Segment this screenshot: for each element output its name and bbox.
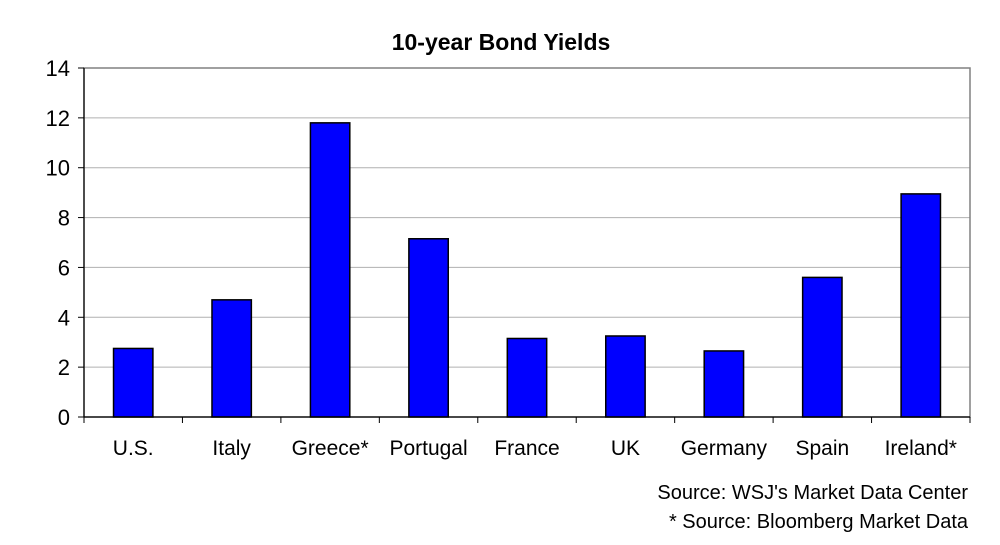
x-tick-label: Germany [681,437,768,460]
bar-greece [309,122,351,418]
x-tick-label: Italy [212,437,251,460]
source-note-bloomberg: * Source: Bloomberg Market Data [668,511,968,533]
bar-germany [703,350,745,418]
y-tick-label: 6 [58,255,70,280]
x-tick-label: U.S. [113,437,154,460]
x-tick-label: Portugal [389,437,467,460]
y-tick-label: 12 [46,106,70,131]
x-tick-label: Spain [795,437,849,460]
bar-spain [801,276,843,418]
axes [78,67,971,423]
chart-title: 10-year Bond Yields [392,29,611,55]
bar-uk [605,335,646,418]
bar-italy [211,299,253,418]
x-tick-label: France [494,437,559,460]
y-tick-label: 8 [58,206,70,231]
y-tick-label: 0 [58,405,70,430]
x-tick-labels: U.S. Italy Greece* Portugal France UK Germany S… [113,437,957,460]
y-tick-label: 2 [58,355,70,380]
bar-ireland [900,193,942,418]
bar-portugal [408,238,449,418]
y-tick-label: 4 [58,305,70,330]
y-tick-label: 14 [46,56,70,81]
x-tick-label: UK [611,437,640,460]
x-tick-label: Greece* [292,437,369,460]
bar-u-s [112,347,154,418]
bars [112,122,942,418]
x-tick-label: Ireland* [885,437,957,460]
y-tick-labels: 0 2 4 6 8 10 12 14 [46,56,70,430]
bar-france [506,337,548,418]
source-note-wsj: Source: WSJ's Market Data Center [657,482,968,504]
y-tick-label: 10 [46,156,70,181]
